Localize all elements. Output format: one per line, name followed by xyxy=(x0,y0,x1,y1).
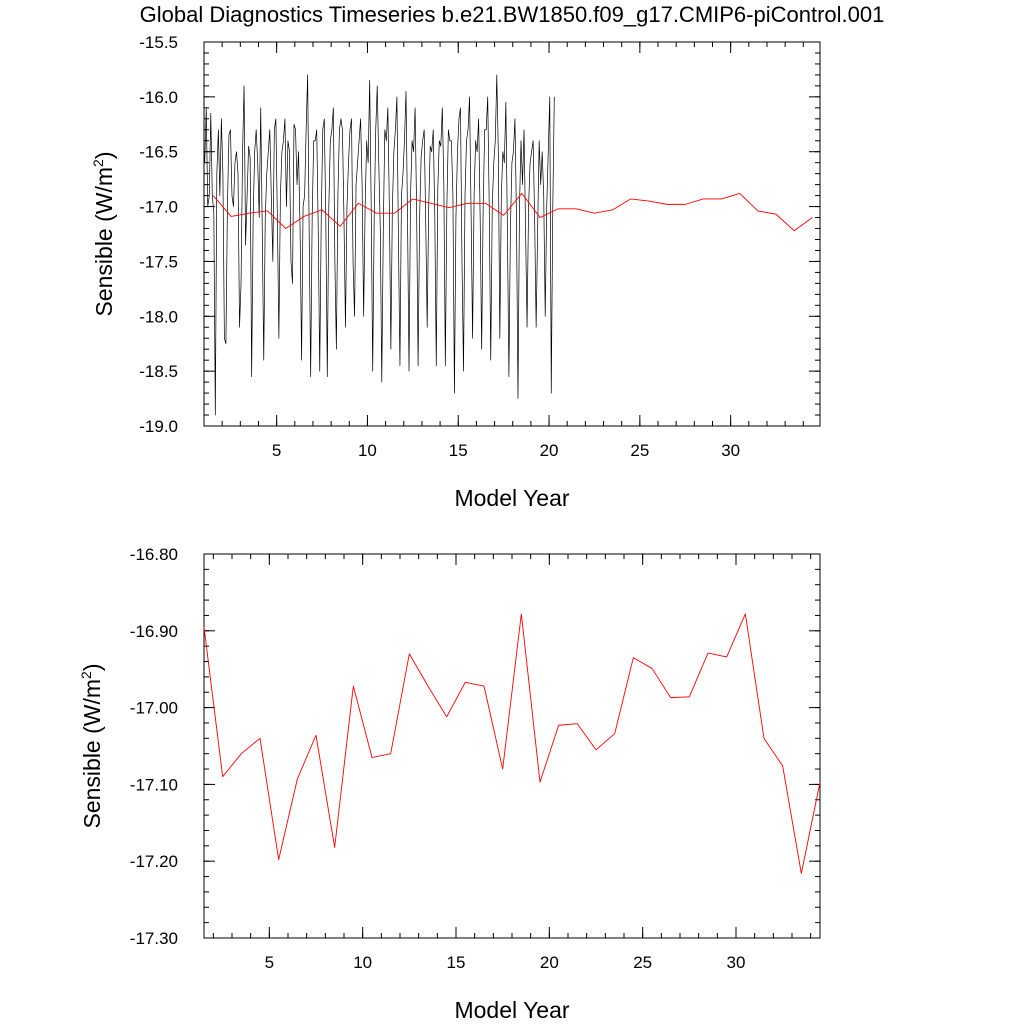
y-tick-label: -15.5 xyxy=(139,33,178,52)
y-tick-label: -17.30 xyxy=(130,929,178,948)
y-tick-label: -16.80 xyxy=(130,545,178,564)
y-tick-label: -16.90 xyxy=(130,622,178,641)
y-tick-label: -17.5 xyxy=(139,252,178,271)
y-tick-label: -17.20 xyxy=(130,852,178,871)
y-axis-label-main: Sensible (W/m xyxy=(91,167,117,317)
x-tick-label: 15 xyxy=(449,441,468,460)
series-line-0 xyxy=(204,74,555,416)
top-panel: 5 10 15 20 25 30 -19.0 -18.5 -18.0 -17.5 -17.0 -16.… xyxy=(90,33,821,511)
chart-title: Global Diagnostics Timeseries b.e21.BW18… xyxy=(139,2,885,27)
plot-frame xyxy=(203,41,821,427)
x-axis-label: Model Year xyxy=(454,997,569,1023)
y-tick-label: -17.0 xyxy=(139,198,178,217)
x-tick-label: 30 xyxy=(721,441,740,460)
y-axis-label-sup: 2 xyxy=(78,671,94,679)
y-axis-label: Sensible (W/m2) xyxy=(90,151,117,316)
x-tick-label: 30 xyxy=(727,953,746,972)
y-axis-label-sup: 2 xyxy=(90,159,106,167)
y-axis-label-tail: ) xyxy=(79,663,105,671)
x-tick-label: 20 xyxy=(540,953,559,972)
y-axis-label-main: Sensible (W/m xyxy=(79,679,105,829)
x-tick-label: 5 xyxy=(272,441,281,460)
x-tick-label: 10 xyxy=(353,953,372,972)
plot-frame xyxy=(203,553,821,939)
y-tick-label: -17.10 xyxy=(130,775,178,794)
y-tick-label: -18.5 xyxy=(139,362,178,381)
y-tick-label: -18.0 xyxy=(139,307,178,326)
bottom-panel: 5 10 15 20 25 30 -17.30 -17.20 -17.10 -17.00 -16.9… xyxy=(78,545,821,1023)
y-axis-label: Sensible (W/m2) xyxy=(78,663,105,828)
x-tick-label: 25 xyxy=(633,953,652,972)
y-tick-label: -19.0 xyxy=(139,417,178,436)
x-tick-label: 25 xyxy=(630,441,649,460)
x-tick-label: 5 xyxy=(265,953,274,972)
series-line-1 xyxy=(212,192,813,232)
y-tick-label: -17.00 xyxy=(130,699,178,718)
series-line-0 xyxy=(203,613,821,874)
y-tick-label: -16.5 xyxy=(139,143,178,162)
x-axis-label: Model Year xyxy=(454,485,569,511)
x-tick-label: 10 xyxy=(358,441,377,460)
x-tick-label: 15 xyxy=(447,953,466,972)
y-axis-label-tail: ) xyxy=(91,151,117,159)
y-tick-label: -16.0 xyxy=(139,88,178,107)
x-tick-label: 20 xyxy=(540,441,559,460)
